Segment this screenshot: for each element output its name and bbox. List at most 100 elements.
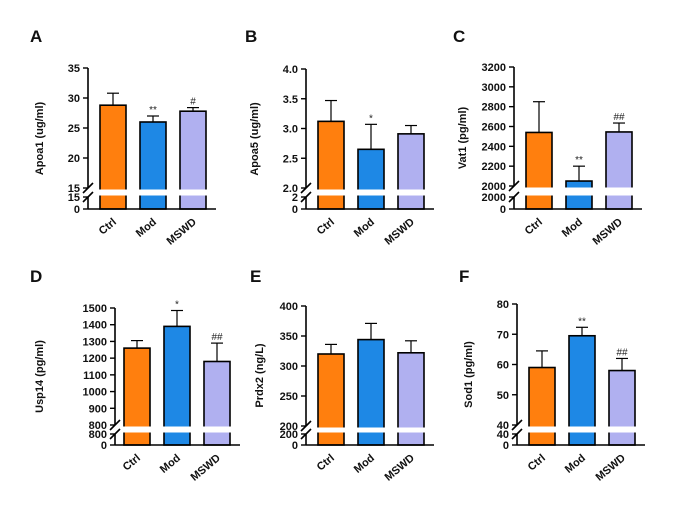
y-tick-label-D-1500: 1500 (83, 303, 107, 315)
panel-letter-F: F (459, 267, 469, 286)
panel-C: C Ctrl ** Mod ## MSWD 2000 2200 2400 2600 2800 3000… (453, 27, 642, 248)
y-tick-label-C-3200: 3200 (482, 62, 506, 74)
significance-D-Mod: * (175, 300, 179, 311)
y-tick-label-E-300: 300 (280, 361, 298, 373)
y-tick-label-F-80: 80 (497, 299, 509, 311)
y-tick-label-A-20: 20 (68, 153, 80, 165)
y-tick-label-F-70: 70 (497, 329, 509, 341)
y-axis-title-F: Sod1 (pg/ml) (463, 341, 475, 408)
bar-C-Ctrl (525, 131, 553, 210)
significance-C-Mod: ** (575, 155, 583, 166)
y-tick-label-lower-F-0: 0 (503, 440, 509, 452)
y-tick-label-A-25: 25 (68, 123, 80, 135)
bar-B-MSWD (397, 133, 425, 210)
y-axis-title-B: Apoa5 (ug/ml) (249, 102, 261, 176)
significance-F-MSWD: ## (616, 347, 628, 358)
significance-B-Mod: * (369, 113, 373, 124)
category-label-A-Mod: Mod (134, 216, 159, 240)
y-tick-label-D-1100: 1100 (83, 370, 107, 382)
y-tick-label-D-800: 800 (89, 420, 107, 432)
panel-letter-E: E (250, 267, 261, 286)
y-tick-label-lower-D-800: 800 (89, 429, 107, 441)
y-tick-label-D-900: 900 (89, 403, 107, 415)
y-tick-label-F-40: 40 (497, 420, 509, 432)
y-tick-label-D-1000: 1000 (83, 387, 107, 399)
axis-break-band-C (508, 187, 638, 196)
y-tick-label-E-250: 250 (280, 391, 298, 403)
panel-letter-C: C (453, 27, 465, 46)
category-label-F-MSWD: MSWD (594, 452, 628, 484)
y-axis-title-D: Usp14 (pg/ml) (34, 340, 46, 413)
panel-B: B Ctrl * Mod MSWD 2.0 2.5 3.0 3.5 4.0 02 Apoa5 (ug/… (245, 27, 434, 248)
panel-D: D Ctrl * Mod ## MSWD 800 900 1000 1100 1200 1300 140… (30, 267, 240, 484)
axis-break-band-F (511, 426, 641, 433)
category-label-B-Ctrl: Ctrl (315, 216, 337, 237)
category-label-B-Mod: Mod (352, 216, 377, 240)
category-label-A-MSWD: MSWD (165, 216, 199, 248)
y-tick-label-C-2000: 2000 (482, 181, 506, 193)
y-tick-label-E-350: 350 (280, 331, 298, 343)
category-label-C-MSWD: MSWD (591, 216, 625, 248)
significance-D-MSWD: ## (211, 332, 223, 343)
panel-letter-B: B (245, 27, 257, 46)
y-tick-label-A-15: 15 (68, 183, 80, 195)
y-axis-title-A: Apoa1 (ug/ml) (34, 102, 46, 176)
y-tick-label-E-200: 200 (280, 421, 298, 433)
bar-B-Mod (357, 148, 385, 210)
y-tick-label-E-400: 400 (280, 301, 298, 313)
y-tick-label-C-2400: 2400 (482, 141, 506, 153)
y-tick-label-lower-E-200: 200 (280, 429, 298, 441)
category-label-F-Ctrl: Ctrl (526, 452, 548, 473)
y-tick-label-C-2600: 2600 (482, 122, 506, 134)
category-label-C-Mod: Mod (560, 216, 585, 240)
bar-F-Ctrl (528, 366, 556, 446)
bar-E-Mod (357, 338, 385, 446)
bar-B-Ctrl (317, 120, 345, 210)
category-label-E-MSWD: MSWD (383, 452, 417, 484)
y-tick-label-D-1300: 1300 (83, 336, 107, 348)
bar-C-MSWD (605, 131, 633, 210)
y-tick-label-lower-C-2000: 2000 (482, 192, 506, 204)
category-label-E-Mod: Mod (352, 452, 377, 476)
y-tick-label-lower-F-40: 40 (497, 429, 509, 441)
y-tick-label-B-3.5: 3.5 (283, 94, 298, 106)
y-tick-label-C-3000: 3000 (482, 82, 506, 94)
y-tick-label-lower-C-0: 0 (500, 204, 506, 216)
y-tick-label-A-35: 35 (68, 63, 80, 75)
bar-A-Mod (139, 121, 167, 210)
y-tick-label-D-1200: 1200 (83, 353, 107, 365)
y-tick-label-lower-B-0: 0 (292, 204, 298, 216)
category-label-B-MSWD: MSWD (383, 216, 417, 248)
y-tick-label-C-2800: 2800 (482, 102, 506, 114)
y-tick-label-lower-D-0: 0 (101, 440, 107, 452)
significance-A-Mod: ** (149, 105, 157, 116)
y-tick-label-A-30: 30 (68, 93, 80, 105)
y-tick-label-lower-B-2: 2 (292, 192, 298, 204)
panel-letter-D: D (30, 267, 42, 286)
y-tick-label-B-2.5: 2.5 (283, 153, 298, 165)
panel-letter-A: A (30, 27, 42, 46)
axis-break-band-A (82, 189, 212, 196)
y-tick-label-lower-E-0: 0 (292, 440, 298, 452)
category-label-D-Mod: Mod (158, 452, 183, 476)
significance-F-Mod: ** (578, 316, 586, 327)
y-tick-label-B-2.0: 2.0 (283, 183, 298, 195)
y-axis-title-E: Prdx2 (ng/L) (254, 343, 266, 408)
bar-F-MSWD (608, 369, 636, 446)
y-axis-title-C: Vat1 (pg/ml) (457, 106, 469, 169)
y-tick-label-C-2200: 2200 (482, 161, 506, 173)
category-label-A-Ctrl: Ctrl (97, 216, 119, 237)
category-label-C-Ctrl: Ctrl (523, 216, 545, 237)
y-tick-label-D-1400: 1400 (83, 320, 107, 332)
significance-A-MSWD: # (190, 97, 196, 108)
axis-break-band-B (300, 189, 430, 196)
y-tick-label-lower-A-0: 0 (74, 204, 80, 216)
category-label-E-Ctrl: Ctrl (315, 452, 337, 473)
y-tick-label-F-50: 50 (497, 390, 509, 402)
y-tick-label-lower-A-15: 15 (68, 192, 80, 204)
y-tick-label-B-3.0: 3.0 (283, 124, 298, 136)
y-tick-label-F-60: 60 (497, 360, 509, 372)
